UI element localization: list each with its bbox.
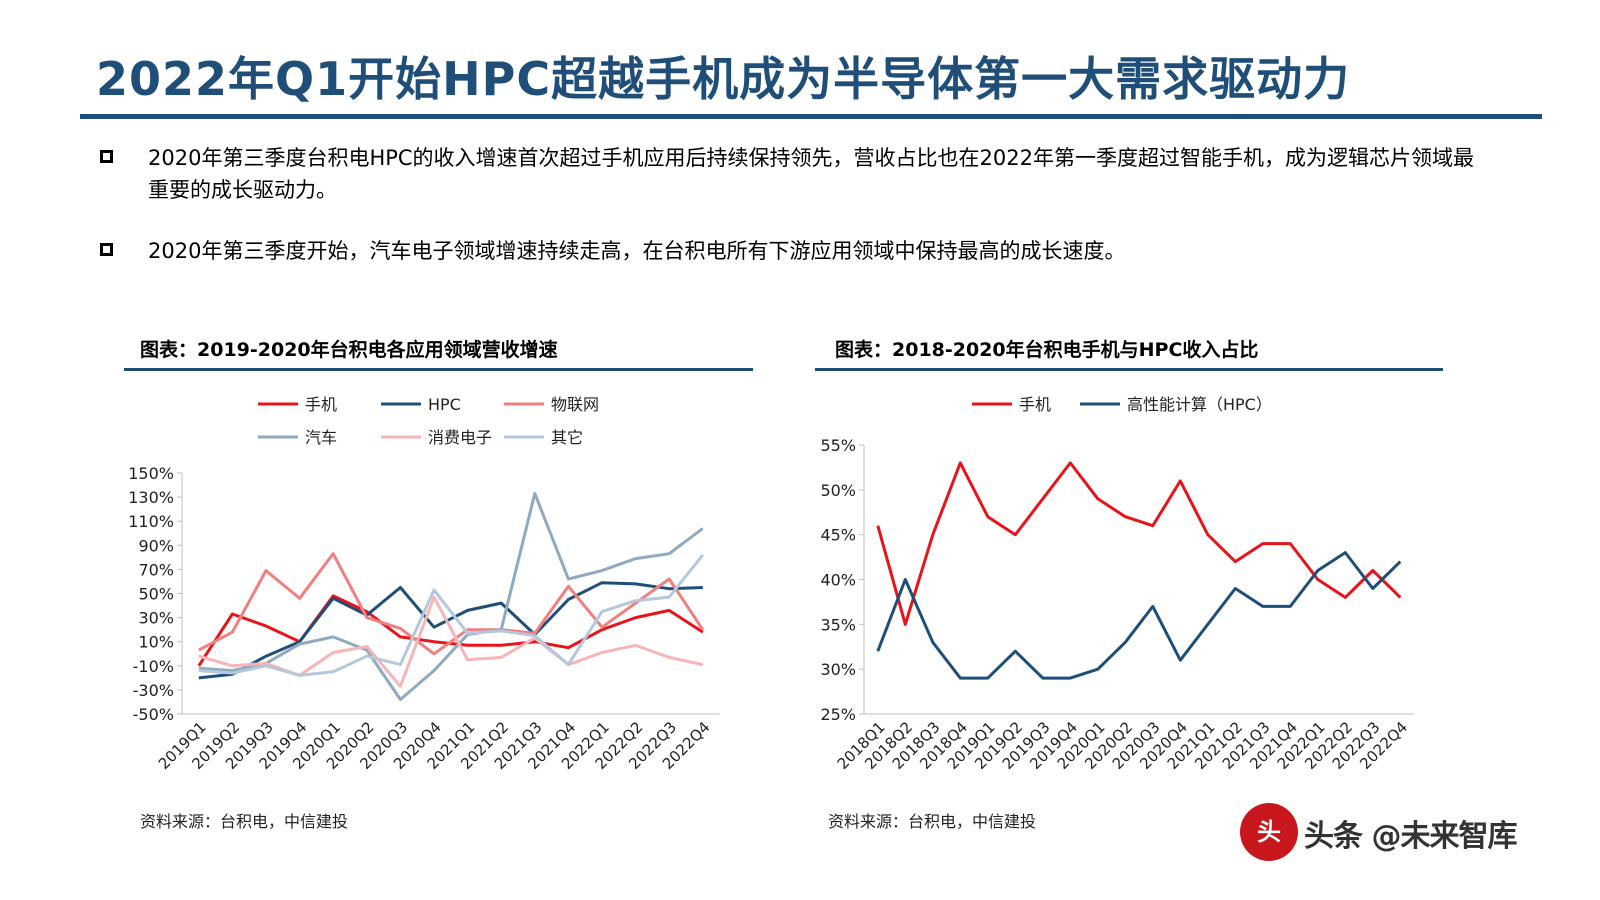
chart-title-divider [124,368,753,371]
y-tick-label: 25% [820,705,856,724]
series-line-3 [198,492,704,701]
watermark-logo-icon: 头 [1240,803,1298,861]
legend-label: 汽车 [305,428,337,447]
y-tick-label: 50% [138,585,174,604]
chart-title-growth: 图表：2019-2020年台积电各应用领域营收增速 [140,339,558,361]
y-tick-label: 45% [820,526,856,545]
y-tick-label: 10% [138,633,174,652]
chart-title-share: 图表：2018-2020年台积电手机与HPC收入占比 [835,339,1259,361]
series-line-1 [876,551,1402,680]
square-bullet-icon [100,150,113,163]
y-tick-label: 30% [820,660,856,679]
y-tick-label: 40% [820,571,856,590]
y-tick-label: -10% [133,657,174,676]
y-tick-label: 30% [138,609,174,628]
y-tick-label: 70% [138,560,174,579]
bullet-text-1: 2020年第三季度台积电HPC的收入增速首次超过手机应用后持续保持领先，营收占比… [148,146,1474,202]
y-tick-label: 150% [128,464,174,483]
y-tick-label: 55% [820,436,856,455]
watermark-text: 头条 @未来智库 [1304,819,1517,854]
chart-source-left: 资料来源：台积电，中信建投 [140,812,349,831]
legend-label: HPC [428,395,461,414]
y-tick-label: -30% [133,681,174,700]
share-line-chart: 55%50%45%40%35%30%25%2018Q12018Q22018Q32… [820,395,1414,773]
bullet-item-1: 2020年第三季度台积电HPC的收入增速首次超过手机应用后持续保持领先，营收占比… [100,142,1480,212]
series-line-1 [198,581,703,680]
bullet-item-2: 2020年第三季度开始，汽车电子领域增速持续走高，在台积电所有下游应用领域中保持… [100,235,1480,271]
chart-source-right: 资料来源：台积电，中信建投 [828,812,1037,831]
watermark: 头 头条 @未来智库 [1240,803,1570,863]
y-tick-label: 35% [820,615,856,634]
y-tick-label: 90% [138,536,174,555]
title-divider [80,114,1542,119]
legend-label: 其它 [551,428,583,447]
bullet-text-2: 2020年第三季度开始，汽车电子领域增速持续走高，在台积电所有下游应用领域中保持… [148,239,1126,263]
y-tick-label: -50% [133,705,174,724]
y-tick-label: 110% [128,512,174,531]
series-line-0 [876,461,1402,626]
square-bullet-icon [100,243,113,256]
legend-label: 手机 [305,395,337,414]
legend-label: 消费电子 [428,428,492,447]
series-line-5 [198,553,704,677]
chart-title-divider [815,368,1443,371]
growth-line-chart: 150%130%110%90%70%50%30%10%-10%-30%-50%2… [128,395,720,773]
page-title: 2022年Q1开始HPC超越手机成为半导体第一大需求驱动力 [96,52,1351,106]
legend-label: 物联网 [551,395,599,414]
y-tick-label: 50% [820,481,856,500]
legend-label: 高性能计算（HPC） [1127,395,1272,414]
series-line-2 [198,552,705,656]
y-tick-label: 130% [128,488,174,507]
legend-label: 手机 [1019,395,1051,414]
